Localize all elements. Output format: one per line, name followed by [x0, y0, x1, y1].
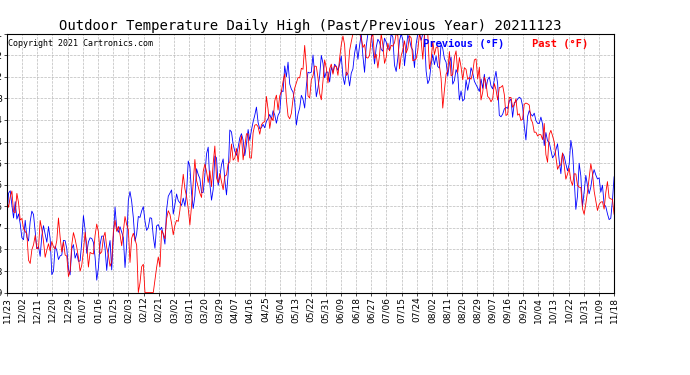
Text: Past (°F): Past (°F)	[532, 39, 589, 49]
Past (°F)	[348, 32, 357, 36]
Previous (°F)	[364, 32, 372, 36]
Previous (°F)	[129, 215, 137, 220]
Previous (°F)	[3, 217, 11, 222]
Previous (°F)	[108, 268, 116, 272]
Past (°F)	[422, 32, 431, 36]
Past (°F)	[128, 236, 136, 240]
Past (°F)	[610, 212, 618, 216]
Line: Previous (°F): Previous (°F)	[7, 34, 614, 280]
Past (°F)	[106, 264, 114, 268]
Line: Past (°F): Past (°F)	[7, 34, 614, 292]
Title: Outdoor Temperature Daily High (Past/Previous Year) 20211123: Outdoor Temperature Daily High (Past/Pre…	[59, 19, 562, 33]
Text: Copyright 2021 Cartronics.com: Copyright 2021 Cartronics.com	[8, 39, 153, 48]
Previous (°F)	[92, 278, 101, 282]
Past (°F)	[332, 64, 340, 69]
Previous (°F)	[422, 69, 431, 73]
Previous (°F)	[63, 246, 71, 251]
Past (°F)	[63, 254, 71, 258]
Previous (°F)	[610, 175, 618, 179]
Text: Previous (°F): Previous (°F)	[423, 39, 504, 49]
Past (°F)	[134, 290, 142, 295]
Past (°F)	[3, 199, 11, 204]
Previous (°F)	[455, 98, 464, 102]
Past (°F)	[455, 55, 464, 60]
Previous (°F)	[332, 64, 340, 69]
